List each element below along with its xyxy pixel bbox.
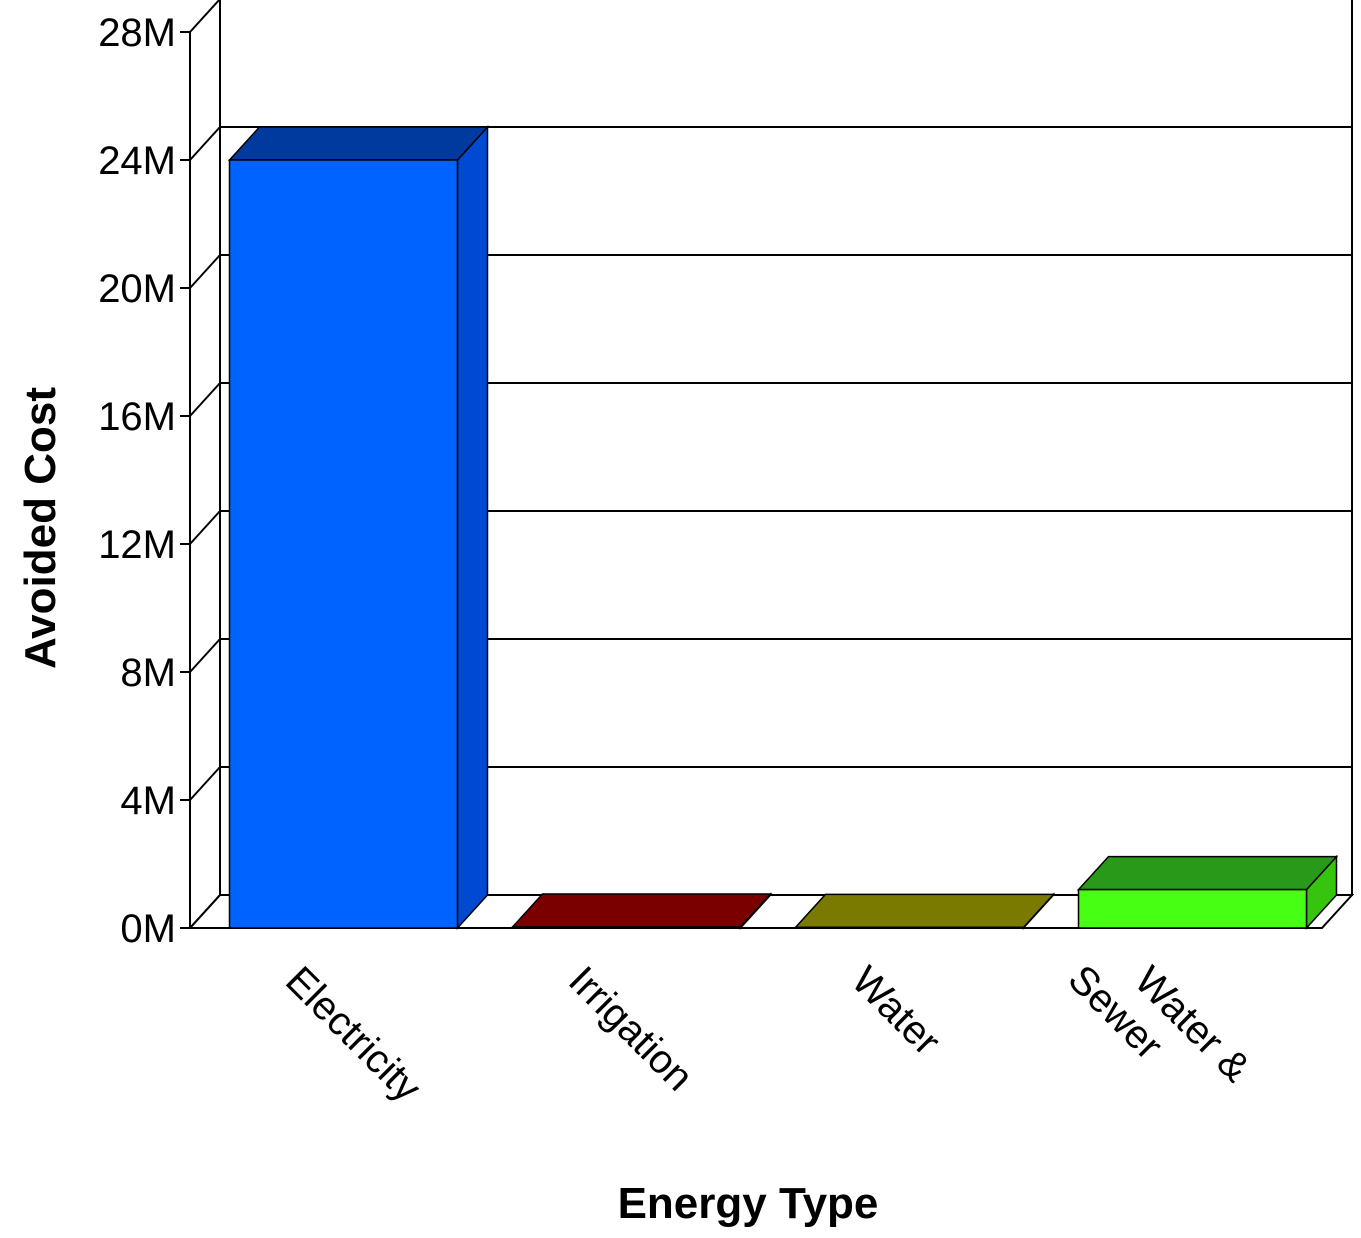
bar-3	[1076, 854, 1339, 930]
gridline-side	[189, 510, 221, 545]
bar-top	[227, 126, 490, 161]
x-tick-label-line: Electricity	[277, 958, 429, 1110]
bar-front	[511, 926, 742, 929]
gridline-side	[189, 894, 221, 929]
gridline-side	[189, 126, 221, 161]
bar-top	[510, 893, 773, 928]
bar-top	[793, 893, 1056, 929]
y-tick-label: 16M	[98, 395, 176, 439]
gridline-side	[189, 382, 221, 417]
gridline-side	[189, 254, 221, 289]
y-tick-label: 0M	[120, 907, 176, 951]
y-tick-label: 8M	[120, 651, 176, 695]
x-tick-label-line: Irrigation	[560, 958, 701, 1099]
bar-1	[510, 892, 773, 930]
x-tick-label: Irrigation	[560, 958, 701, 1099]
bars-layer	[227, 125, 1339, 930]
x-tick-label: Water	[843, 958, 949, 1064]
gridline-side	[189, 0, 221, 33]
y-tick-label: 20M	[98, 267, 176, 311]
y-tick-label: 24M	[98, 139, 176, 183]
y-tick-label: 28M	[98, 11, 176, 55]
bar-top	[1076, 855, 1339, 891]
y-tick-label: 4M	[120, 779, 176, 823]
gridline-side	[189, 766, 221, 801]
y-tick-label: 12M	[98, 523, 176, 567]
bar-front	[794, 926, 1025, 929]
bar-2	[793, 892, 1056, 930]
bar-front	[1077, 888, 1308, 929]
bar-front	[228, 159, 459, 929]
x-tick-label: Water &Sewer	[1060, 924, 1259, 1123]
y-axis-title: Avoided Cost	[16, 387, 65, 669]
x-tick-label-line: Water	[843, 958, 949, 1064]
x-tick-label: Electricity	[277, 958, 429, 1110]
bar-side	[456, 125, 489, 930]
gridline-side	[189, 638, 221, 673]
bar-0	[227, 125, 490, 930]
x-axis-title: Energy Type	[618, 1179, 879, 1228]
